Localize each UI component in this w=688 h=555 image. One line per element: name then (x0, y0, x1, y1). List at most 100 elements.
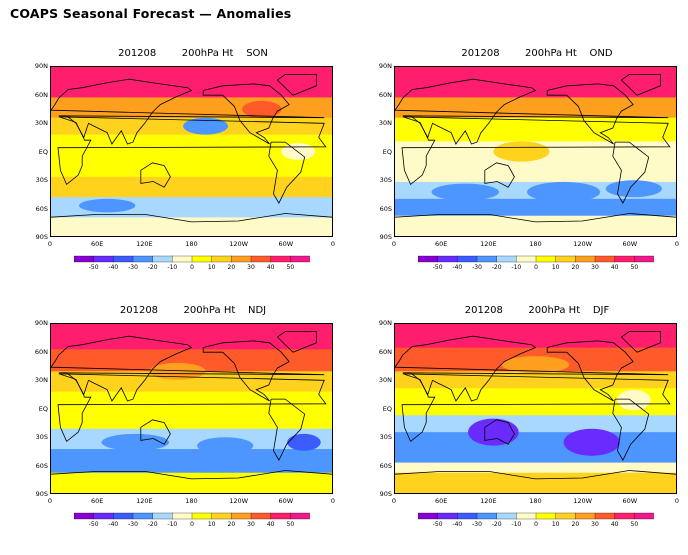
colorbar: -50 -40 -30 -20 -10 0 10 20 30 40 50 (74, 255, 310, 273)
colorbar-swatch (437, 512, 458, 520)
anomaly-band (51, 391, 332, 430)
colorbar-swatch (457, 255, 478, 263)
forecast-panel-ndj: 201208 200hPa Ht NDJ 90N 60N 30N EQ 30S 60S 90S… (8, 305, 348, 555)
colorbar-label: -10 (511, 264, 522, 271)
colorbar-swatch (211, 512, 232, 520)
lon-tick-label: 120W (573, 240, 593, 248)
colorbar-swatch (594, 255, 616, 263)
lat-tick-label: 60N (34, 347, 48, 356)
colorbar-label: 0 (534, 521, 538, 528)
anomaly-blob (183, 117, 229, 135)
lat-tick-label: 60N (34, 90, 48, 99)
colorbar-swatch (93, 255, 114, 263)
lon-tick-label: 60E (90, 497, 104, 505)
anomaly-blob (616, 389, 651, 411)
lat-tick-label: 30N (378, 119, 392, 127)
anomaly-blob (563, 428, 620, 456)
anomaly-blob (101, 433, 170, 451)
anomaly-blob (468, 418, 519, 446)
lat-tick-label: 30N (34, 119, 48, 127)
colorbar-swatch (191, 512, 213, 520)
lon-tick-label: 60W (622, 497, 638, 505)
coastline (546, 340, 634, 402)
colorbar-label: 50 (630, 264, 639, 271)
coastline (276, 331, 317, 353)
lon-tick-label: 120W (229, 240, 249, 248)
panel-init-date: 201208 (119, 305, 159, 316)
anomaly-map-svg (51, 67, 332, 236)
colorbar-label: -30 (128, 264, 138, 271)
anomaly-band (395, 324, 676, 349)
anomaly-blob (527, 181, 601, 203)
coastline (401, 373, 671, 443)
lon-tick-label: 120W (573, 497, 593, 505)
colorbar-swatch (437, 255, 458, 263)
forecast-panel-ond: 201208 200hPa Ht OND 90N 60N 30N EQ 30S 60S 90S… (352, 48, 688, 298)
coastline (612, 141, 650, 204)
lat-tick-label: 90S (379, 233, 392, 241)
colorbar-label: -50 (432, 264, 443, 271)
anomaly-band (395, 198, 676, 217)
colorbar-label: 30 (591, 264, 599, 271)
anomaly-band (395, 117, 676, 142)
colorbar-label: 20 (571, 264, 580, 271)
colorbar-label: 30 (591, 521, 599, 528)
lon-tick-label: 0 (674, 497, 680, 505)
lon-tick-label: 0 (47, 240, 53, 248)
colorbar-swatch (74, 512, 95, 520)
colorbar-swatch (270, 255, 291, 263)
anomaly-band (51, 449, 332, 474)
panel-title: 201208 200hPa Ht DJF (392, 305, 682, 316)
colorbar-swatch (172, 255, 193, 263)
lon-tick-label: 60W (622, 240, 638, 248)
panel-field: 200hPa Ht (183, 305, 236, 316)
anomaly-map-svg (395, 324, 676, 493)
lon-tick-label: 180 (529, 497, 542, 505)
coastline (620, 74, 661, 96)
colorbar-label: 40 (610, 264, 619, 271)
colorbar-label: 0 (190, 521, 194, 528)
anomaly-band (395, 472, 676, 493)
colorbar-label: -10 (167, 264, 178, 271)
lon-tick-label: 60E (434, 497, 448, 505)
colorbar-swatch (575, 255, 596, 263)
anomaly-band (51, 472, 332, 493)
anomaly-blob (605, 180, 662, 198)
anomaly-map (394, 66, 677, 237)
colorbar-label: 10 (207, 264, 216, 271)
anomaly-band (51, 324, 332, 350)
coastline (395, 335, 669, 402)
panel-init-date: 201208 (464, 305, 503, 316)
lat-tick-label: 30S (35, 433, 48, 441)
colorbar: -50 -40 -30 -20 -10 0 10 20 30 40 50 (418, 512, 654, 530)
colorbar-label: -20 (147, 521, 158, 528)
forecast-panel-djf: 201208 200hPa Ht DJF 90N 60N 30N EQ 30S 60S 90S… (352, 305, 688, 555)
lon-tick-label: 180 (529, 240, 542, 248)
anomaly-blob (287, 433, 321, 451)
lat-tick-label: 60N (378, 347, 392, 356)
lat-tick-label: 60S (379, 461, 392, 470)
lon-tick-label: 60W (278, 497, 294, 505)
colorbar-swatch (152, 512, 173, 520)
anomaly-band (395, 415, 676, 433)
lat-tick-label: 30S (379, 433, 392, 441)
lat-tick-label: 90S (35, 233, 48, 241)
panel-season: NDJ (247, 305, 267, 316)
colorbar-swatch (535, 255, 557, 263)
anomaly-band (395, 432, 676, 464)
colorbar-swatch (634, 255, 654, 263)
coastline (546, 83, 634, 145)
colorbar-label: -40 (108, 264, 119, 271)
colorbar-swatch (152, 255, 173, 263)
anomaly-blob (79, 198, 136, 213)
lat-tick-label: EQ (382, 147, 392, 156)
panel-field: 200hPa Ht (525, 48, 577, 59)
anomaly-map-svg (395, 67, 676, 236)
lat-tick-label: EQ (38, 147, 48, 156)
lat-tick-label: 90N (34, 319, 48, 327)
panel-title: 201208 200hPa Ht NDJ (48, 305, 338, 316)
panel-field: 200hPa Ht (181, 48, 234, 59)
colorbar-swatch (555, 512, 576, 520)
colorbar-label: 50 (286, 521, 295, 528)
colorbar: -50 -40 -30 -20 -10 0 10 20 30 40 50 (74, 512, 310, 530)
